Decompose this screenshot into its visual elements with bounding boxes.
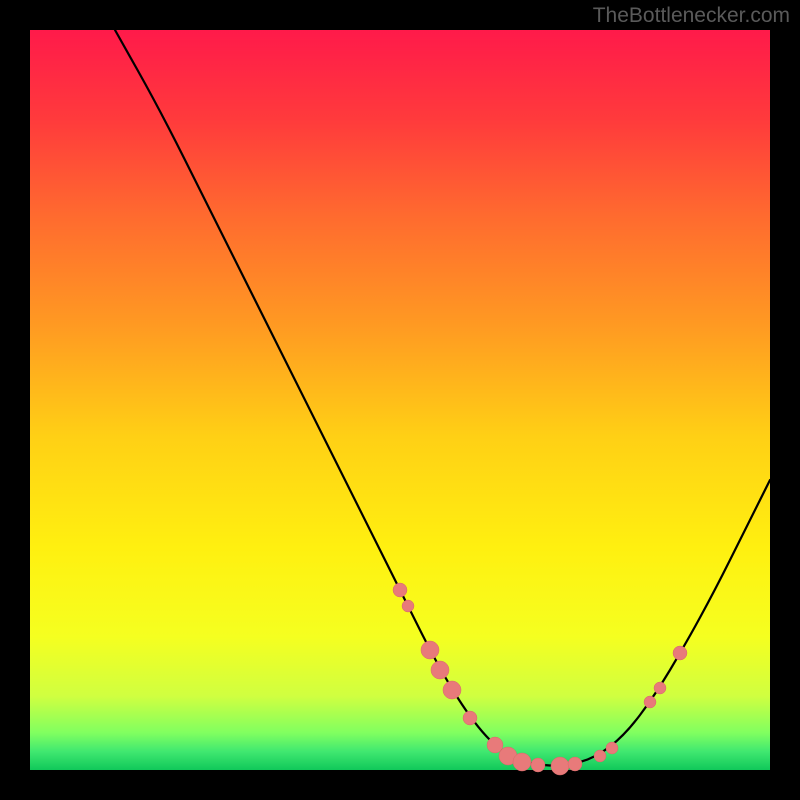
bottleneck-chart: [0, 0, 800, 800]
watermark-text: TheBottlenecker.com: [593, 4, 790, 28]
chart-container: TheBottlenecker.com: [0, 0, 800, 800]
